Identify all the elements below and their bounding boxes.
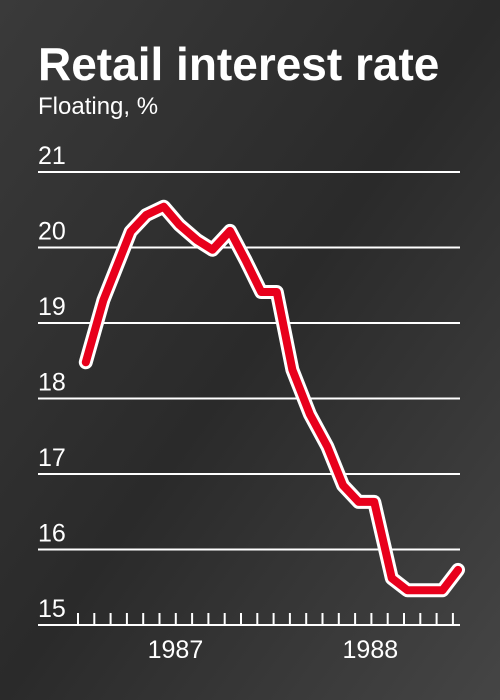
y-tick-label: 16 bbox=[38, 520, 66, 548]
y-tick-label: 19 bbox=[38, 293, 66, 321]
y-tick-label: 21 bbox=[38, 142, 66, 170]
chart-subtitle: Floating, % bbox=[38, 93, 158, 120]
x-tick-label: 1987 bbox=[148, 636, 204, 664]
chart-title: Retail interest rate bbox=[38, 38, 439, 90]
x-tick-label: 1988 bbox=[343, 636, 399, 664]
y-tick-label: 18 bbox=[38, 369, 66, 397]
y-tick-label: 20 bbox=[38, 218, 66, 246]
line bbox=[81, 202, 463, 595]
y-tick-label: 15 bbox=[38, 595, 66, 623]
y-tick-label: 17 bbox=[38, 444, 66, 472]
